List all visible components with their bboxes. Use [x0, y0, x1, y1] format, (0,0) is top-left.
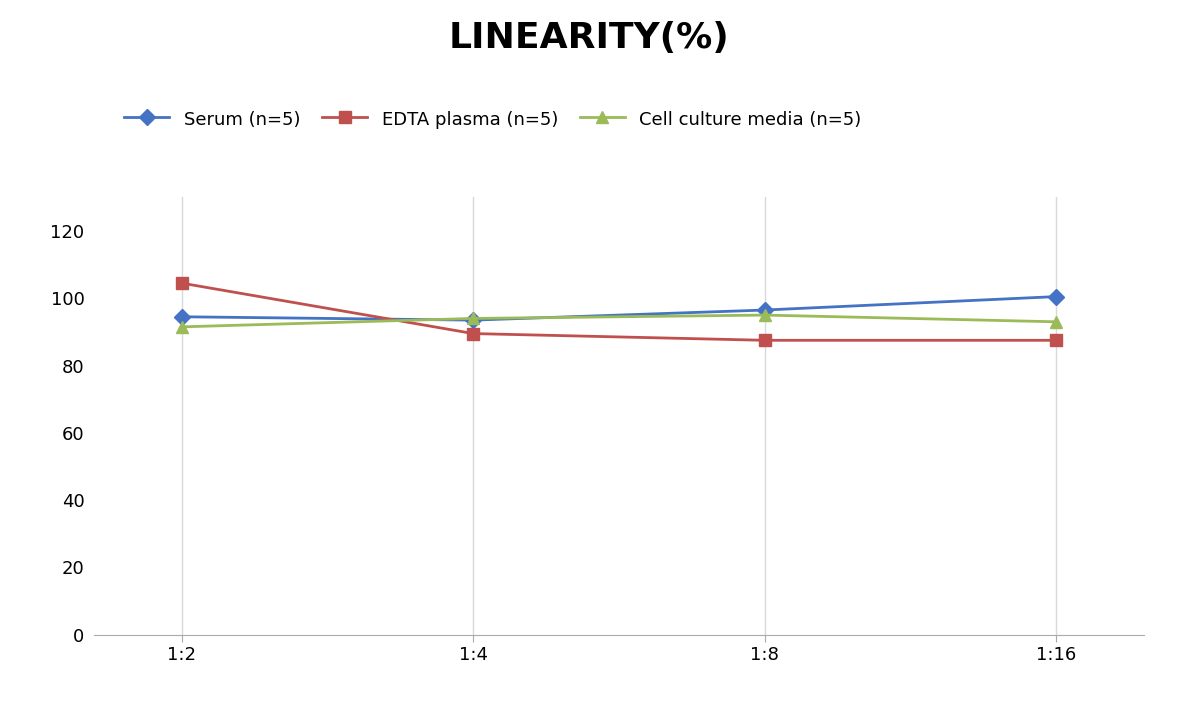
Cell culture media (n=5) [174, 323, 189, 331]
EDTA plasma (n=5) [174, 279, 189, 288]
Legend: Serum (n=5), EDTA plasma (n=5), Cell culture media (n=5): Serum (n=5), EDTA plasma (n=5), Cell cul… [124, 110, 862, 128]
Line: EDTA plasma (n=5): EDTA plasma (n=5) [176, 278, 1062, 346]
Line: Serum (n=5): Serum (n=5) [176, 291, 1062, 326]
Cell culture media (n=5) [1049, 317, 1063, 326]
Serum (n=5) [1049, 293, 1063, 301]
EDTA plasma (n=5) [758, 336, 772, 345]
Text: LINEARITY(%): LINEARITY(%) [449, 21, 730, 55]
Cell culture media (n=5) [466, 314, 480, 323]
Serum (n=5) [174, 312, 189, 321]
Cell culture media (n=5) [758, 311, 772, 319]
Serum (n=5) [466, 316, 480, 324]
EDTA plasma (n=5) [1049, 336, 1063, 345]
EDTA plasma (n=5) [466, 329, 480, 338]
Serum (n=5) [758, 306, 772, 314]
Line: Cell culture media (n=5): Cell culture media (n=5) [176, 309, 1062, 333]
